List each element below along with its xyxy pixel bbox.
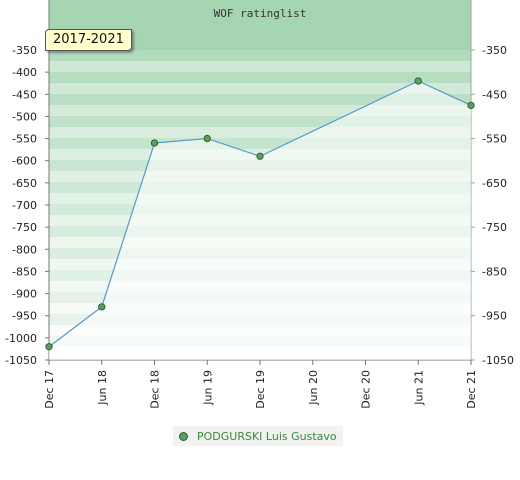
- y-tick-label: -700: [12, 199, 37, 212]
- x-axis-ticks: Dec 17 Jun 18 Dec 18 Jun 19 Dec 19 Jun 20 Dec …: [43, 360, 478, 409]
- y-tick-label: -600: [12, 155, 37, 168]
- y-tick-label: -800: [12, 243, 37, 256]
- background-band: [49, 127, 471, 138]
- y-tick-label: -400: [12, 66, 37, 79]
- data-point: [414, 77, 422, 85]
- area-fill: [49, 81, 471, 360]
- y-tick-label-right: -950: [482, 310, 507, 323]
- data-point: [467, 101, 475, 110]
- background-band: [49, 50, 471, 61]
- x-tick-label: Dec 17: [43, 370, 56, 409]
- background-band: [49, 83, 471, 94]
- y-tick-label: -850: [12, 265, 37, 278]
- y-tick-label-right: -650: [482, 177, 507, 190]
- x-tick-label: Dec 19: [254, 370, 267, 409]
- legend-label: PODGURSKI Luis Gustavo: [197, 429, 337, 443]
- x-tick-label: Jun 19: [201, 370, 214, 406]
- background-band: [49, 72, 471, 83]
- x-tick-label: Jun 18: [96, 370, 109, 406]
- y-tick-label: -900: [12, 288, 37, 301]
- y-tick-label: -500: [12, 110, 37, 123]
- series-points: [45, 77, 475, 351]
- x-tick-label: Jun 20: [307, 370, 320, 406]
- background-band: [49, 116, 471, 127]
- period-badge: 2017-2021: [45, 29, 132, 51]
- series-area: [49, 81, 471, 360]
- x-tick-label: Dec 20: [360, 370, 373, 409]
- y-tick-label-right: -750: [482, 221, 507, 234]
- y-tick-label: -950: [12, 310, 37, 323]
- y-tick-label: -1000: [5, 332, 37, 345]
- y-tick-label-right: -450: [482, 88, 507, 101]
- data-point: [203, 134, 211, 143]
- data-point: [256, 152, 264, 160]
- data-point: [150, 139, 159, 147]
- y-tick-label: -750: [12, 221, 37, 234]
- y-tick-label-right: -350: [482, 44, 507, 57]
- legend: PODGURSKI Luis Gustavo: [173, 426, 343, 446]
- x-tick-label: Dec 18: [149, 370, 162, 409]
- data-point: [98, 303, 106, 311]
- y-tick-label: -350: [12, 44, 37, 57]
- y-tick-label: -1050: [5, 354, 37, 367]
- y-tick-label-right: -550: [482, 133, 507, 146]
- background-band: [49, 105, 471, 116]
- background-band: [49, 61, 471, 72]
- data-point: [45, 343, 53, 351]
- y-tick-label: -650: [12, 177, 37, 190]
- y-tick-label-right: -850: [482, 265, 507, 278]
- chart-title: WOF ratinglist: [214, 7, 307, 20]
- y-axis-left-ticks: -350 -400 -450 -500 -550 -600 -650 -700 -750 -800…: [5, 44, 49, 367]
- y-tick-label: -550: [12, 133, 37, 146]
- background-band: [49, 138, 471, 149]
- background-band: [49, 94, 471, 105]
- y-tick-label: -450: [12, 88, 37, 101]
- x-tick-label: Jun 21: [412, 370, 425, 406]
- legend-marker-icon: [179, 431, 188, 441]
- y-axis-right-ticks: -350 -450 -550 -650 -750 -850 -950 -1050: [471, 44, 514, 367]
- x-tick-label: Dec 21: [465, 370, 478, 409]
- y-tick-label-right: -1050: [482, 354, 514, 367]
